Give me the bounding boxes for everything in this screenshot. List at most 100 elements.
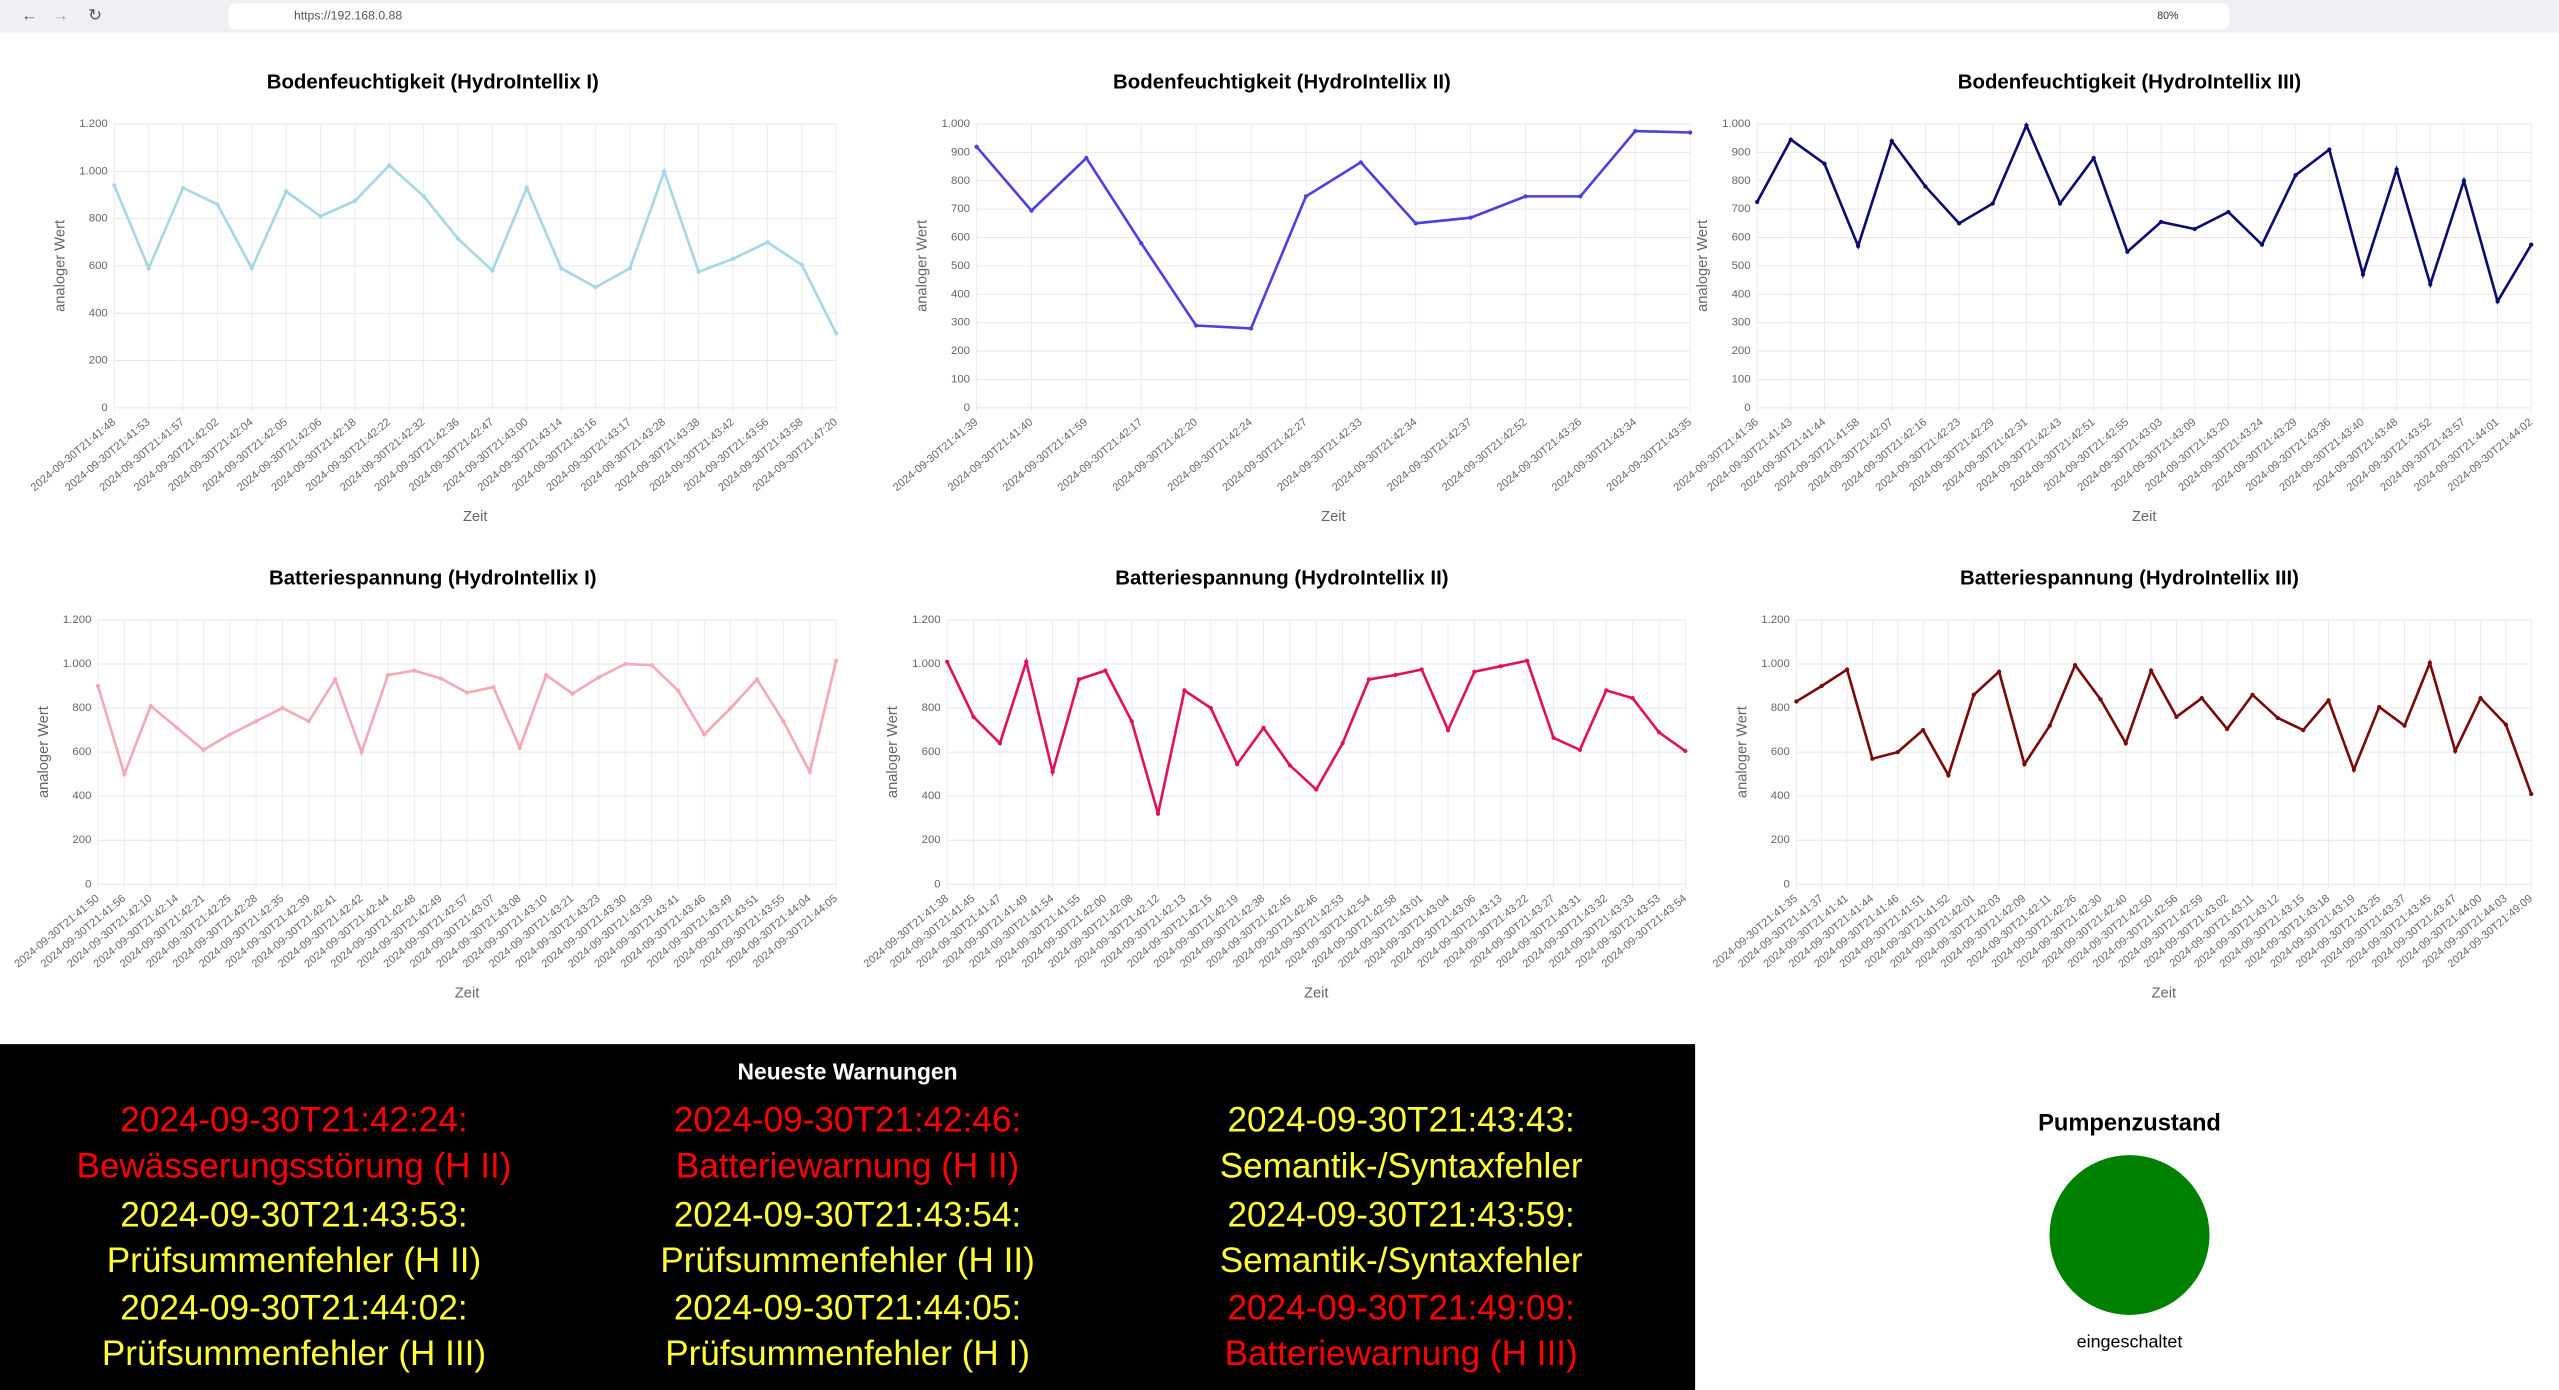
data-point	[2047, 723, 2052, 728]
data-point	[455, 236, 461, 241]
data-point	[2293, 172, 2298, 178]
warning-time: 2024-09-30T21:49:09:	[1227, 1288, 1574, 1327]
y-tick-label: 200	[89, 355, 108, 367]
data-point	[1445, 727, 1451, 733]
data-point	[765, 240, 770, 245]
data-point	[1956, 221, 1962, 226]
data-point	[1084, 155, 1089, 161]
data-point	[1683, 748, 1688, 754]
y-tick-label: 300	[1732, 317, 1751, 329]
data-point	[1525, 658, 1530, 663]
warning-time: 2024-09-30T21:43:54:	[674, 1195, 1021, 1234]
warning-time: 2024-09-30T21:42:46:	[674, 1101, 1021, 1140]
y-tick-label: 700	[1732, 203, 1751, 215]
data-point	[1208, 705, 1213, 711]
data-point	[280, 705, 285, 711]
data-point	[2327, 147, 2332, 152]
data-point	[517, 745, 522, 750]
url-bar[interactable]	[228, 3, 2230, 30]
y-tick-label: 800	[951, 175, 970, 187]
warning-message: Prüfsummenfehler (H I)	[665, 1334, 1030, 1373]
y-tick-label: 600	[1732, 232, 1751, 244]
data-point	[1235, 762, 1240, 767]
data-point	[1024, 659, 1029, 664]
data-point	[2394, 167, 2399, 172]
data-point	[1844, 667, 1850, 672]
data-point	[1103, 668, 1108, 673]
y-tick-label: 0	[1744, 402, 1750, 414]
pump-indicator	[2049, 1155, 2210, 1315]
y-tick-label: 200	[922, 834, 941, 846]
y-tick-label: 400	[89, 307, 108, 319]
data-point	[2301, 727, 2306, 733]
warning-message: Batteriewarnung (H III)	[1225, 1334, 1578, 1373]
y-tick-label: 500	[1732, 260, 1751, 272]
data-point	[1248, 326, 1254, 331]
warning-message: Semantik-/Syntaxfehler	[1220, 1146, 1583, 1185]
warning-message: Batteriewarnung (H II)	[676, 1146, 1019, 1185]
data-point	[359, 749, 364, 755]
warning-time: 2024-09-30T21:43:43:	[1227, 1101, 1574, 1140]
y-tick-label: 200	[1771, 834, 1790, 846]
warning-time: 2024-09-30T21:44:05:	[674, 1288, 1021, 1327]
data-point	[2529, 791, 2534, 797]
data-line	[113, 163, 838, 334]
x-axis-title: Zeit	[455, 985, 479, 1001]
y-tick-label: 900	[951, 146, 970, 158]
data-point	[227, 732, 232, 737]
data-line	[1795, 658, 2533, 795]
data-point	[2226, 209, 2231, 215]
data-point	[2174, 714, 2179, 719]
data-point	[1578, 194, 1583, 199]
chart-title: Bodenfeuchtigkeit (HydroIntellix II)	[1113, 72, 1451, 94]
data-point	[1358, 160, 1363, 165]
y-tick-label: 200	[72, 834, 91, 846]
pump-state: eingeschaltet	[2077, 1331, 2183, 1351]
data-point	[2225, 726, 2230, 732]
data-point	[201, 747, 206, 753]
data-point	[306, 719, 312, 724]
y-tick-label: 1.000	[1761, 658, 1790, 670]
back-button[interactable]: ←	[21, 7, 37, 25]
warning-message: Prüfsummenfehler (H II)	[107, 1241, 481, 1280]
zoom-level[interactable]: 80%	[2157, 10, 2179, 22]
data-point	[2057, 201, 2063, 206]
y-tick-label: 600	[89, 260, 108, 272]
chart-title: Bodenfeuchtigkeit (HydroIntellix III)	[1958, 72, 2301, 94]
data-point	[1340, 741, 1345, 746]
y-axis-title: analoger Wert	[1695, 220, 1711, 312]
data-point	[1996, 669, 2002, 674]
data-point	[730, 256, 736, 261]
data-point	[2250, 692, 2255, 697]
data-point	[807, 769, 812, 775]
reload-button[interactable]: ↻	[88, 7, 102, 25]
data-point	[675, 688, 681, 693]
forward-button[interactable]: →	[52, 7, 68, 25]
data-point	[2529, 242, 2534, 247]
data-point	[2158, 219, 2164, 225]
data-point	[2402, 723, 2407, 728]
data-point	[1551, 735, 1556, 740]
warnings-panel	[0, 1044, 1696, 1390]
y-tick-label: 1.000	[941, 118, 970, 130]
data-point	[1393, 672, 1398, 678]
y-tick-label: 400	[1732, 288, 1751, 300]
data-point	[1688, 130, 1693, 135]
data-point	[1946, 773, 1951, 778]
data-point	[2503, 722, 2509, 727]
y-tick-label: 600	[1771, 746, 1790, 758]
data-point	[2360, 272, 2366, 277]
data-point	[1895, 749, 1900, 755]
y-tick-label: 1.000	[63, 658, 92, 670]
data-point	[2427, 660, 2432, 666]
data-point	[781, 719, 786, 724]
data-point	[1990, 201, 1995, 206]
data-point	[2259, 242, 2265, 247]
data-point	[1261, 725, 1266, 730]
data-point	[2428, 282, 2433, 287]
data-point	[2478, 696, 2483, 701]
data-point	[146, 266, 151, 271]
y-axis-title: analoger Wert	[885, 706, 901, 798]
data-line	[1756, 122, 2533, 305]
